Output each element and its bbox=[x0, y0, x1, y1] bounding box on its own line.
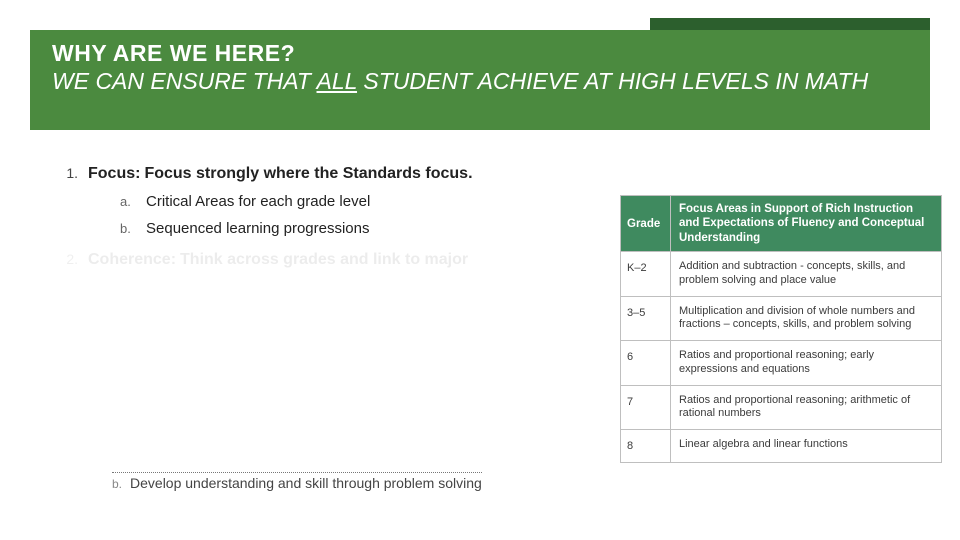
subtitle-underlined: ALL bbox=[317, 68, 358, 94]
point-1: 1. Focus: Focus strongly where the Stand… bbox=[50, 165, 610, 237]
stray-text: Develop understanding and skill through … bbox=[130, 475, 482, 491]
cell-focus: Ratios and proportional reasoning; early… bbox=[671, 341, 941, 385]
cell-grade: K–2 bbox=[621, 252, 671, 296]
title-banner: WHY ARE WE HERE? WE CAN ENSURE THAT ALL … bbox=[30, 30, 930, 130]
table-header: Grade Focus Areas in Support of Rich Ins… bbox=[621, 196, 941, 251]
point-label: Coherence: bbox=[88, 251, 176, 269]
point-label: Focus: bbox=[88, 165, 140, 183]
point-text: Think across grades and link to major bbox=[180, 251, 468, 269]
title-subtitle: WE CAN ENSURE THAT ALL STUDENT ACHIEVE A… bbox=[52, 67, 908, 96]
bullet-content: 1. Focus: Focus strongly where the Stand… bbox=[50, 165, 610, 283]
point-1-sub-b: b. Sequenced learning progressions bbox=[120, 220, 610, 237]
sub-text: Sequenced learning progressions bbox=[146, 220, 369, 237]
sub-letter: b. bbox=[120, 221, 138, 236]
cell-focus: Ratios and proportional reasoning; arith… bbox=[671, 386, 941, 430]
stray-line: b. Develop understanding and skill throug… bbox=[112, 472, 482, 491]
table-row: 3–5 Multiplication and division of whole… bbox=[621, 296, 941, 341]
point-2-line: 2. Coherence: Think across grades and li… bbox=[50, 251, 610, 269]
cell-grade: 7 bbox=[621, 386, 671, 430]
table-row: 7 Ratios and proportional reasoning; ari… bbox=[621, 385, 941, 430]
accent-bar bbox=[650, 18, 930, 30]
cell-grade: 3–5 bbox=[621, 297, 671, 341]
point-num: 1. bbox=[50, 165, 78, 181]
subtitle-post: STUDENT ACHIEVE AT HIGH LEVELS IN MATH bbox=[357, 68, 868, 94]
point-num: 2. bbox=[50, 251, 78, 267]
point-2: 2. Coherence: Think across grades and li… bbox=[50, 251, 610, 269]
stray-b: b. bbox=[112, 477, 122, 491]
title-line1: WHY ARE WE HERE? bbox=[52, 40, 908, 67]
cell-focus: Linear algebra and linear functions bbox=[671, 430, 941, 462]
col-grade-header: Grade bbox=[621, 196, 671, 251]
cell-focus: Addition and subtraction - concepts, ski… bbox=[671, 252, 941, 296]
col-focus-header: Focus Areas in Support of Rich Instructi… bbox=[671, 196, 941, 251]
point-text: Focus strongly where the Standards focus… bbox=[144, 165, 472, 183]
sub-letter: a. bbox=[120, 194, 138, 209]
table-row: 8 Linear algebra and linear functions bbox=[621, 429, 941, 462]
cell-grade: 8 bbox=[621, 430, 671, 462]
focus-areas-table: Grade Focus Areas in Support of Rich Ins… bbox=[620, 195, 942, 463]
subtitle-pre: WE CAN ENSURE THAT bbox=[52, 68, 317, 94]
slide: WHY ARE WE HERE? WE CAN ENSURE THAT ALL … bbox=[0, 0, 960, 540]
table-row: 6 Ratios and proportional reasoning; ear… bbox=[621, 340, 941, 385]
cell-grade: 6 bbox=[621, 341, 671, 385]
point-1-line: 1. Focus: Focus strongly where the Stand… bbox=[50, 165, 610, 183]
sub-text: Critical Areas for each grade level bbox=[146, 193, 370, 210]
table-row: K–2 Addition and subtraction - concepts,… bbox=[621, 251, 941, 296]
point-1-sub-a: a. Critical Areas for each grade level bbox=[120, 193, 610, 210]
cell-focus: Multiplication and division of whole num… bbox=[671, 297, 941, 341]
